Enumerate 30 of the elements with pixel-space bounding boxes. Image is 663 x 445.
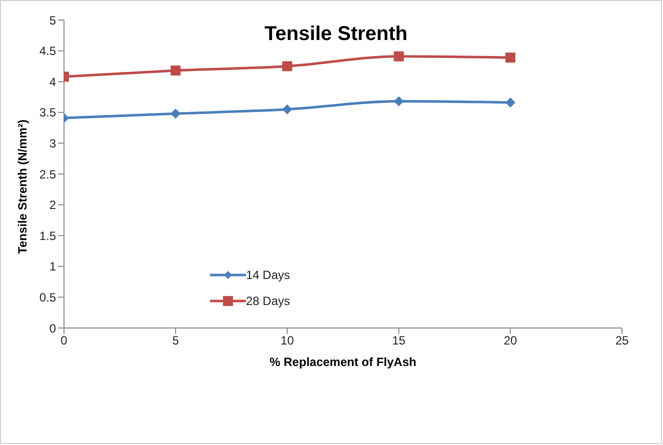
x-tick-label: 15 [392,334,406,348]
y-tick-label: 1.5 [39,228,56,243]
point [505,52,516,63]
x-tick-label: 20 [504,334,518,348]
y-tick-label: 2 [49,198,56,212]
point [170,66,181,76]
x-tick-label: 10 [280,334,294,348]
y-tick-label: 2.5 [39,167,56,182]
y-tick-label: 0 [49,321,56,336]
legend-label: 28 Days [246,294,290,308]
y-tick-label: 1 [49,260,56,274]
y-tick-label: 0.5 [39,290,56,304]
y-tick-label: 4.5 [39,44,56,58]
y-tick-label: 3.5 [39,106,56,120]
x-tick-label: 0 [60,334,68,348]
chart-title: Tensile Strenth [264,23,408,45]
point [170,108,181,119]
x-tick-label: 5 [172,334,180,348]
y-tick-label: 4 [49,74,56,89]
point [394,96,404,106]
x-axis-title: % Replacement of FlyAsh [270,355,416,369]
x-tick-label: 25 [615,334,629,348]
point [394,51,404,62]
y-tick-label: 5 [49,13,56,28]
y-axis-title: Tensile Strenth (N/mm²) [15,120,30,254]
point [505,98,516,108]
legend-label: 14 Days [246,268,290,282]
point [282,104,292,114]
point [282,61,292,72]
y-tick-label: 3 [49,136,56,150]
